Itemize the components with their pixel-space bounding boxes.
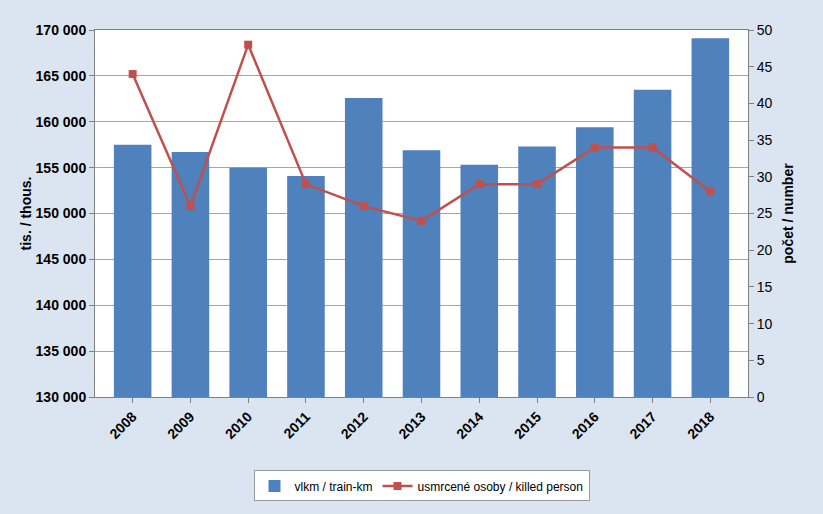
svg-text:35: 35: [757, 132, 773, 148]
svg-text:2014: 2014: [453, 408, 486, 441]
svg-text:150 000: 150 000: [36, 205, 87, 221]
svg-text:45: 45: [757, 59, 773, 75]
svg-text:2015: 2015: [511, 408, 544, 441]
svg-text:160 000: 160 000: [36, 114, 87, 130]
svg-text:0: 0: [757, 389, 765, 405]
svg-text:140 000: 140 000: [36, 297, 87, 313]
svg-text:vlkm / train-km: vlkm / train-km: [295, 480, 373, 494]
svg-text:2009: 2009: [164, 408, 197, 441]
svg-text:2018: 2018: [684, 408, 717, 441]
svg-text:165 000: 165 000: [36, 68, 87, 84]
svg-text:135 000: 135 000: [36, 343, 87, 359]
svg-text:2016: 2016: [569, 408, 602, 441]
svg-text:145 000: 145 000: [36, 251, 87, 267]
svg-text:20: 20: [757, 242, 773, 258]
svg-text:tis. / thous.: tis. / thous.: [18, 177, 34, 251]
svg-text:130 000: 130 000: [36, 389, 87, 405]
svg-text:počet / number: počet / number: [780, 163, 796, 264]
svg-text:30: 30: [757, 169, 773, 185]
svg-text:155 000: 155 000: [36, 160, 87, 176]
svg-text:2011: 2011: [280, 408, 313, 441]
svg-text:50: 50: [757, 22, 773, 38]
svg-text:usmrcené osoby / killed person: usmrcené osoby / killed person: [418, 480, 583, 494]
svg-text:15: 15: [757, 279, 773, 295]
svg-text:2008: 2008: [106, 408, 139, 441]
svg-text:2012: 2012: [337, 408, 370, 441]
svg-text:10: 10: [757, 316, 773, 332]
svg-text:25: 25: [757, 205, 773, 221]
svg-text:2017: 2017: [626, 408, 659, 441]
svg-text:2010: 2010: [222, 408, 255, 441]
svg-text:2013: 2013: [395, 408, 428, 441]
svg-text:40: 40: [757, 95, 773, 111]
svg-text:170 000: 170 000: [36, 22, 87, 38]
svg-text:5: 5: [757, 352, 765, 368]
